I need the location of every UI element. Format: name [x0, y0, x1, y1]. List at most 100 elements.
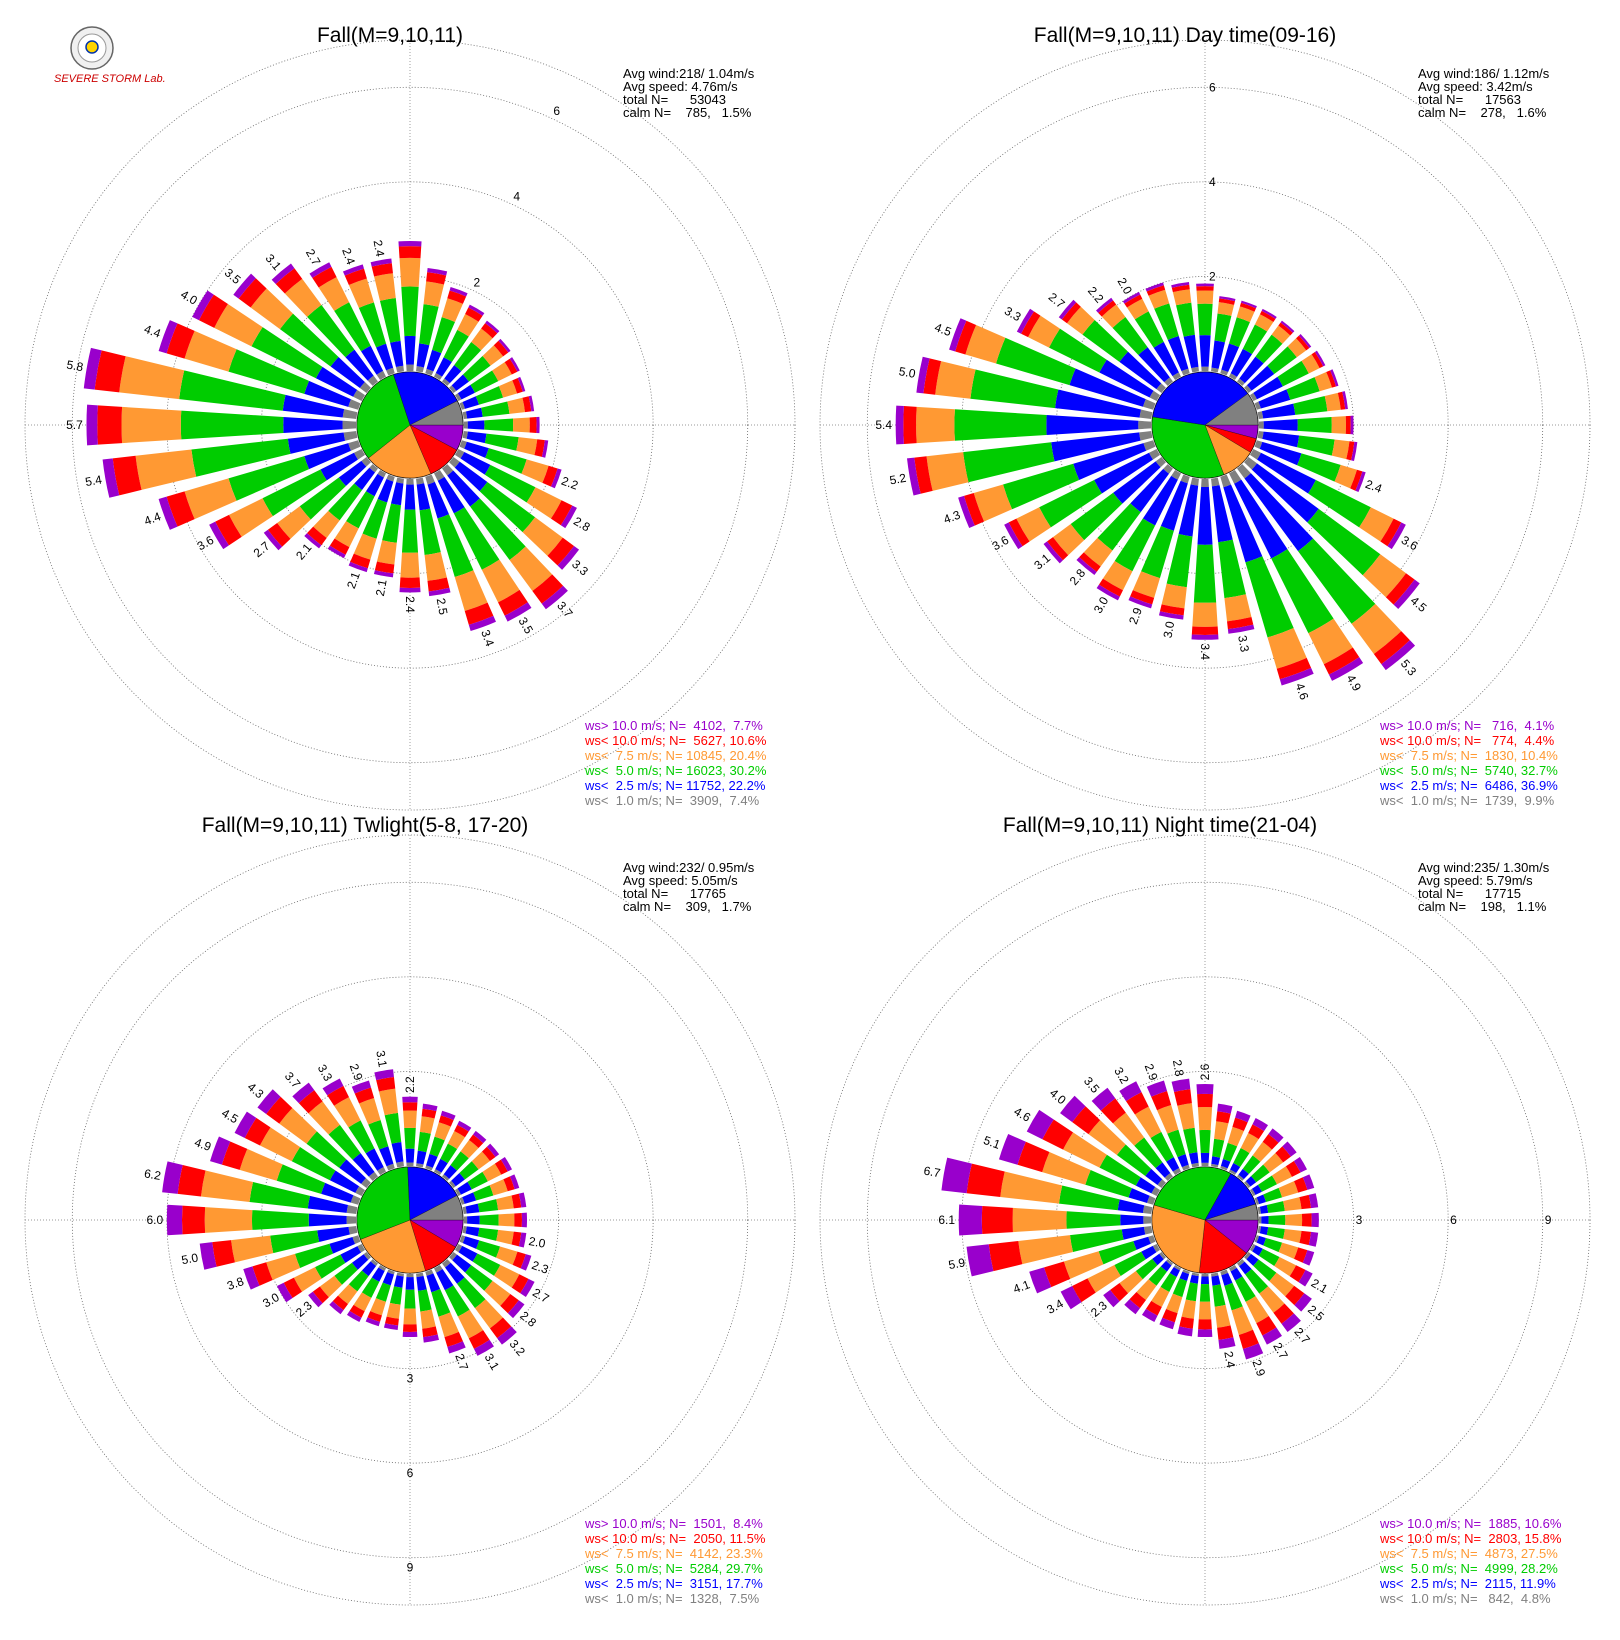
petal-segment [1308, 1193, 1319, 1209]
petal-segment [365, 1148, 384, 1171]
petal-segment [1387, 522, 1406, 550]
petal-segment [1227, 617, 1254, 630]
petal-segment [966, 1163, 1005, 1198]
petal-segment [1114, 518, 1156, 572]
petal-segment [1261, 403, 1296, 419]
petal-segment [1128, 596, 1153, 609]
legend-entry: ws< 5.0 m/s; N= 4999, 28.2% [1379, 1561, 1558, 1576]
petal-segment [321, 1182, 354, 1203]
petal-segment [1323, 647, 1360, 675]
logo: SEVERE STORM Lab. [54, 26, 166, 85]
petal-segment [1196, 1084, 1214, 1095]
petal-segment [1171, 282, 1190, 288]
petal-segment [1257, 431, 1264, 439]
petal-segment [401, 509, 419, 553]
petal-total-label: 2.5 [434, 597, 451, 616]
petal-segment [1049, 328, 1107, 373]
petal-segment [550, 500, 573, 526]
legend-entry: ws> 10.0 m/s; N= 716, 4.1% [1379, 718, 1555, 733]
petal-segment [429, 1136, 445, 1157]
petal-segment [1166, 1157, 1180, 1172]
petal-segment [1249, 1188, 1256, 1196]
petal-segment [434, 469, 445, 481]
petal-segment [384, 1112, 402, 1144]
petal-segment [351, 1254, 369, 1270]
petal-segment [403, 1308, 417, 1325]
petal-segment [345, 349, 374, 381]
petal-segment [434, 373, 443, 381]
petal-segment [244, 1117, 271, 1146]
petal-segment [1240, 1133, 1259, 1154]
petal-segment [454, 341, 482, 372]
petal-segment [1261, 1216, 1269, 1224]
stat-line: Avg wind:218/ 1.04m/s [623, 66, 755, 81]
petal-segment [329, 1301, 344, 1315]
petal-segment [465, 1265, 493, 1291]
petal-segment [1218, 298, 1235, 305]
petal-segment [328, 483, 363, 521]
petal-segment [1214, 313, 1232, 343]
petal-segment [250, 288, 293, 330]
petal-segment [1293, 396, 1328, 415]
petal-segment [1297, 453, 1341, 482]
petal-segment [228, 498, 273, 537]
petal-segment [1124, 294, 1143, 308]
petal-segment [1227, 1126, 1244, 1147]
petal-segment [1297, 417, 1332, 433]
petal-segment [1229, 1169, 1237, 1176]
petal-segment [361, 345, 384, 375]
petal-segment [1146, 285, 1166, 296]
petal-segment [1145, 1168, 1163, 1185]
petal-segment [512, 377, 523, 394]
petal-segment [481, 401, 510, 417]
legend-entry: ws< 10.0 m/s; N= 774, 4.4% [1379, 733, 1555, 748]
petal-segment [468, 304, 485, 316]
petal-segment [359, 382, 371, 393]
petal-segment [1130, 468, 1170, 513]
petal-segment [1266, 1201, 1285, 1213]
petal-segment [386, 367, 395, 376]
petal-segment [365, 1317, 381, 1327]
petal-segment [1162, 1309, 1178, 1323]
petal-segment [1236, 306, 1255, 323]
petal-total-label: 2.3 [293, 1298, 315, 1320]
petal-segment [509, 1174, 520, 1190]
petal-segment [1171, 469, 1181, 480]
petal-segment [1003, 463, 1080, 510]
petal-segment [1172, 372, 1181, 381]
petal-total-label: 2.2 [1085, 284, 1107, 306]
petal-segment [1242, 324, 1268, 355]
petal-segment [1211, 1163, 1219, 1168]
petal-segment [1245, 1268, 1269, 1294]
grid-ring [71, 86, 749, 764]
petal-segment [361, 1277, 380, 1298]
petal-segment [1275, 1146, 1291, 1163]
petal-segment [329, 538, 350, 555]
petal-segment [1219, 296, 1236, 302]
petal-segment [1285, 1285, 1305, 1306]
petal-total-label: 2.8 [571, 514, 593, 535]
petal-segment [1220, 1269, 1229, 1276]
petal-segment [1220, 474, 1231, 488]
petal-segment [512, 417, 530, 433]
petal-segment [494, 1159, 508, 1175]
petal-segment [1112, 1112, 1145, 1146]
petal-segment [135, 449, 197, 490]
petal-segment [1294, 1293, 1312, 1312]
petal-segment [1177, 1326, 1193, 1337]
petal-segment [497, 1326, 517, 1345]
petal-segment [1214, 1121, 1229, 1141]
petal-segment [1253, 1259, 1277, 1282]
petal-segment [1008, 518, 1030, 547]
petal-segment [425, 474, 435, 485]
petal-segment [329, 1170, 360, 1193]
petal-segment [1301, 1213, 1312, 1227]
petal-segment [1178, 484, 1199, 537]
petal-segment [445, 1262, 465, 1284]
petal-segment [481, 559, 520, 603]
petal-segment [486, 1143, 500, 1157]
petal-segment [1237, 464, 1251, 479]
petal-segment [1278, 1242, 1299, 1259]
petal-segment [1148, 1235, 1156, 1244]
petal-segment [1244, 1181, 1251, 1188]
